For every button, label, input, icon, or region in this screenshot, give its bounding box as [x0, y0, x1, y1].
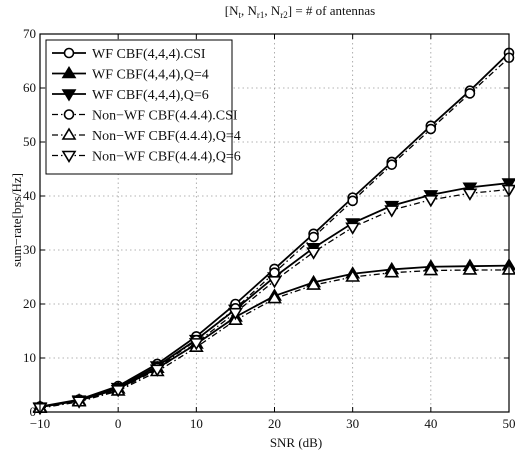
- data-point: [384, 205, 400, 218]
- data-point: [267, 291, 282, 304]
- y-tick-label: 60: [23, 80, 36, 95]
- data-point: [149, 364, 165, 377]
- title-part: [N: [225, 3, 239, 18]
- legend-entry: Non−WF CBF(4.4.4),Q=4: [52, 127, 241, 144]
- title-part: , N: [264, 3, 281, 18]
- legend-entry: WF CBF(4,4,4).CSI: [52, 47, 206, 62]
- legend-label: WF CBF(4,4,4).CSI: [92, 47, 206, 62]
- legend: WF CBF(4,4,4).CSI WF CBF(4,4,4),Q=4 WF CBF…: [45, 39, 241, 175]
- data-point: [347, 195, 358, 207]
- x-tick-label: 20: [268, 416, 281, 431]
- title-subscript: r1: [257, 10, 265, 20]
- data-point: [423, 194, 439, 208]
- legend-entry: Non−WF CBF(4.4.4),Q=6: [52, 150, 241, 165]
- data-point: [423, 262, 439, 276]
- data-point: [306, 247, 321, 260]
- y-tick-label: 50: [23, 134, 36, 149]
- data-point: [110, 385, 126, 398]
- legend-label: WF CBF(4,4,4),Q=6: [92, 88, 209, 103]
- data-point: [61, 127, 77, 140]
- chart-title: [Nt, Nr1, Nr2] = # of antennas: [225, 3, 376, 20]
- data-point: [345, 222, 361, 235]
- data-point: [188, 338, 204, 351]
- data-point: [425, 123, 437, 135]
- data-point: [386, 159, 398, 170]
- legend-entry: WF CBF(4,4,4),Q=6: [52, 88, 209, 103]
- series-6: [32, 184, 515, 416]
- y-tick-label: 40: [23, 188, 36, 203]
- data-point: [228, 307, 243, 321]
- data-point: [384, 265, 400, 278]
- legend-entry: Non−WF CBF(4.4.4).CSI: [52, 109, 238, 124]
- y-tick-label: 70: [23, 26, 36, 41]
- data-point: [462, 262, 478, 275]
- legend-box: [45, 39, 233, 175]
- x-tick-label: 0: [115, 416, 122, 431]
- data-point: [462, 188, 478, 201]
- y-tick-label: 0: [30, 404, 37, 419]
- data-point: [308, 231, 319, 243]
- x-axis-title: SNR (dB): [270, 435, 322, 450]
- y-tick-label: 30: [23, 242, 36, 257]
- data-point: [63, 47, 75, 59]
- title-subscript: r2: [280, 10, 288, 20]
- data-point: [269, 267, 280, 278]
- data-point: [345, 269, 361, 282]
- title-subscript: t: [238, 10, 241, 20]
- y-axis-title: sum−rate[bps/Hz]: [9, 173, 24, 267]
- x-tick-label: 40: [424, 416, 437, 431]
- data-point: [61, 89, 77, 102]
- data-point: [61, 150, 77, 164]
- data-point: [464, 88, 476, 99]
- x-tick-label: −10: [30, 416, 50, 431]
- data-point: [71, 396, 87, 409]
- data-point: [306, 277, 321, 290]
- x-tick-label: 50: [503, 416, 515, 431]
- title-part: , N: [241, 3, 258, 18]
- title-part: ] = # of antennas: [288, 3, 375, 18]
- legend-label: WF CBF(4,4,4),Q=4: [92, 68, 209, 83]
- legend-entry: WF CBF(4,4,4),Q=4: [52, 65, 209, 83]
- data-point: [462, 182, 478, 195]
- data-point: [267, 275, 282, 289]
- legend-label: Non−WF CBF(4.4.4),Q=6: [92, 150, 241, 165]
- y-tick-label: 20: [23, 296, 36, 311]
- data-point: [63, 109, 75, 120]
- x-tick-label: 30: [346, 416, 359, 431]
- y-tick-label: 10: [23, 350, 36, 365]
- data-point: [61, 65, 77, 79]
- legend-label: Non−WF CBF(4.4.4).CSI: [92, 109, 238, 124]
- x-tick-label: 10: [190, 416, 203, 431]
- legend-label: Non−WF CBF(4.4.4),Q=4: [92, 129, 241, 144]
